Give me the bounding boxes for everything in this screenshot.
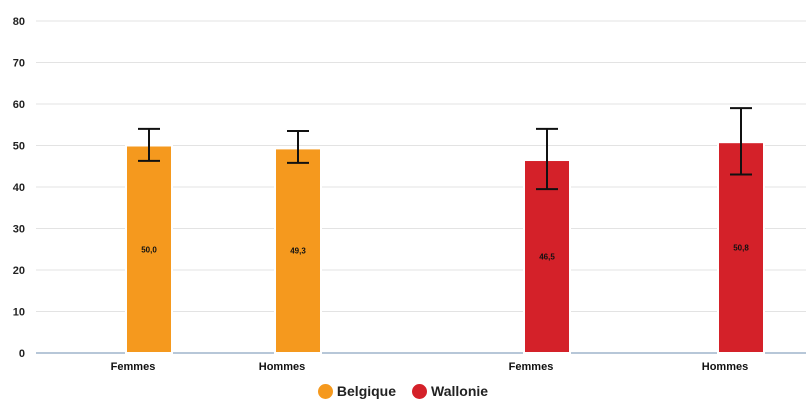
data-label-2: 46,5: [539, 253, 555, 262]
legend-item-wallonie: Wallonie: [412, 383, 488, 399]
data-label-1: 49,3: [290, 247, 306, 256]
data-label-3: 50,8: [733, 244, 749, 253]
legend-label-belgique: Belgique: [336, 383, 397, 399]
y-tick-label-80: 80: [13, 16, 25, 28]
x-axis-categories: Femmes Hommes Femmes Hommes: [111, 361, 749, 373]
bars: [125, 141, 765, 354]
data-label-0: 50,0: [141, 245, 157, 254]
error-bars: [138, 107, 752, 191]
data-labels: 50,0 49,3 46,5 50,8: [141, 244, 749, 262]
legend-item-belgique: Belgique: [317, 383, 397, 399]
legend-swatch-wallonie: [412, 383, 428, 399]
x-category-label-1: Hommes: [259, 361, 305, 373]
y-tick-label-70: 70: [13, 58, 25, 70]
x-category-label-3: Hommes: [702, 361, 748, 373]
y-tick-label-0: 0: [19, 348, 25, 360]
bar-chart: 0 10 20 30 40 50 60 70 80 50,0 49,3 46,5 50,8 Femme…: [13, 16, 806, 373]
y-tick-label-50: 50: [13, 141, 25, 153]
x-category-label-2: Femmes: [509, 361, 554, 373]
y-tick-label-30: 30: [13, 224, 25, 236]
x-category-label-0: Femmes: [111, 361, 156, 373]
legend: Belgique Wallonie: [0, 383, 806, 399]
y-tick-label-20: 20: [13, 265, 25, 277]
legend-label-wallonie: Wallonie: [431, 383, 489, 399]
bar-1: [274, 147, 322, 354]
y-axis-ticks: 0 10 20 30 40 50 60 70 80: [13, 16, 25, 360]
y-tick-label-10: 10: [13, 307, 25, 319]
bar-3: [717, 141, 765, 354]
y-tick-label-40: 40: [13, 182, 25, 194]
legend-swatch-belgique: [317, 383, 333, 399]
y-tick-label-60: 60: [13, 99, 25, 111]
